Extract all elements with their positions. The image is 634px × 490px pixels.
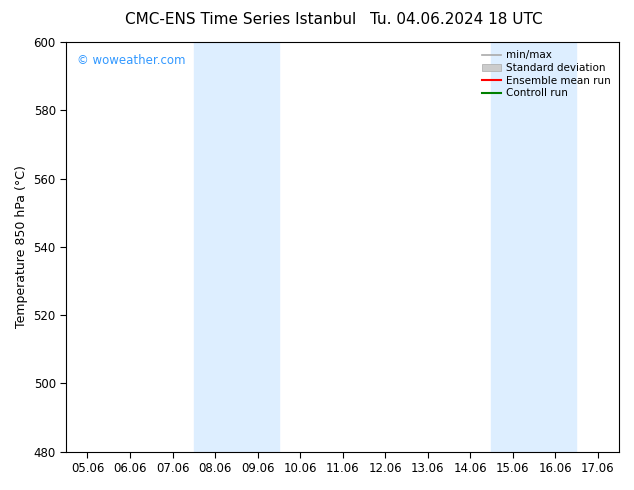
Text: © woweather.com: © woweather.com [77, 54, 186, 67]
Text: CMC-ENS Time Series Istanbul: CMC-ENS Time Series Istanbul [126, 12, 356, 27]
Y-axis label: Temperature 850 hPa (°C): Temperature 850 hPa (°C) [15, 166, 28, 328]
Text: Tu. 04.06.2024 18 UTC: Tu. 04.06.2024 18 UTC [370, 12, 543, 27]
Legend: min/max, Standard deviation, Ensemble mean run, Controll run: min/max, Standard deviation, Ensemble me… [479, 47, 614, 101]
Bar [194, 42, 279, 452]
Bar [491, 42, 576, 452]
